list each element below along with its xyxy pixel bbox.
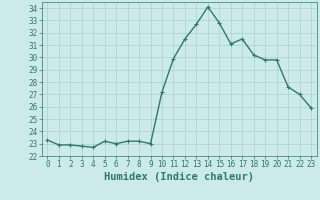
X-axis label: Humidex (Indice chaleur): Humidex (Indice chaleur) — [104, 172, 254, 182]
